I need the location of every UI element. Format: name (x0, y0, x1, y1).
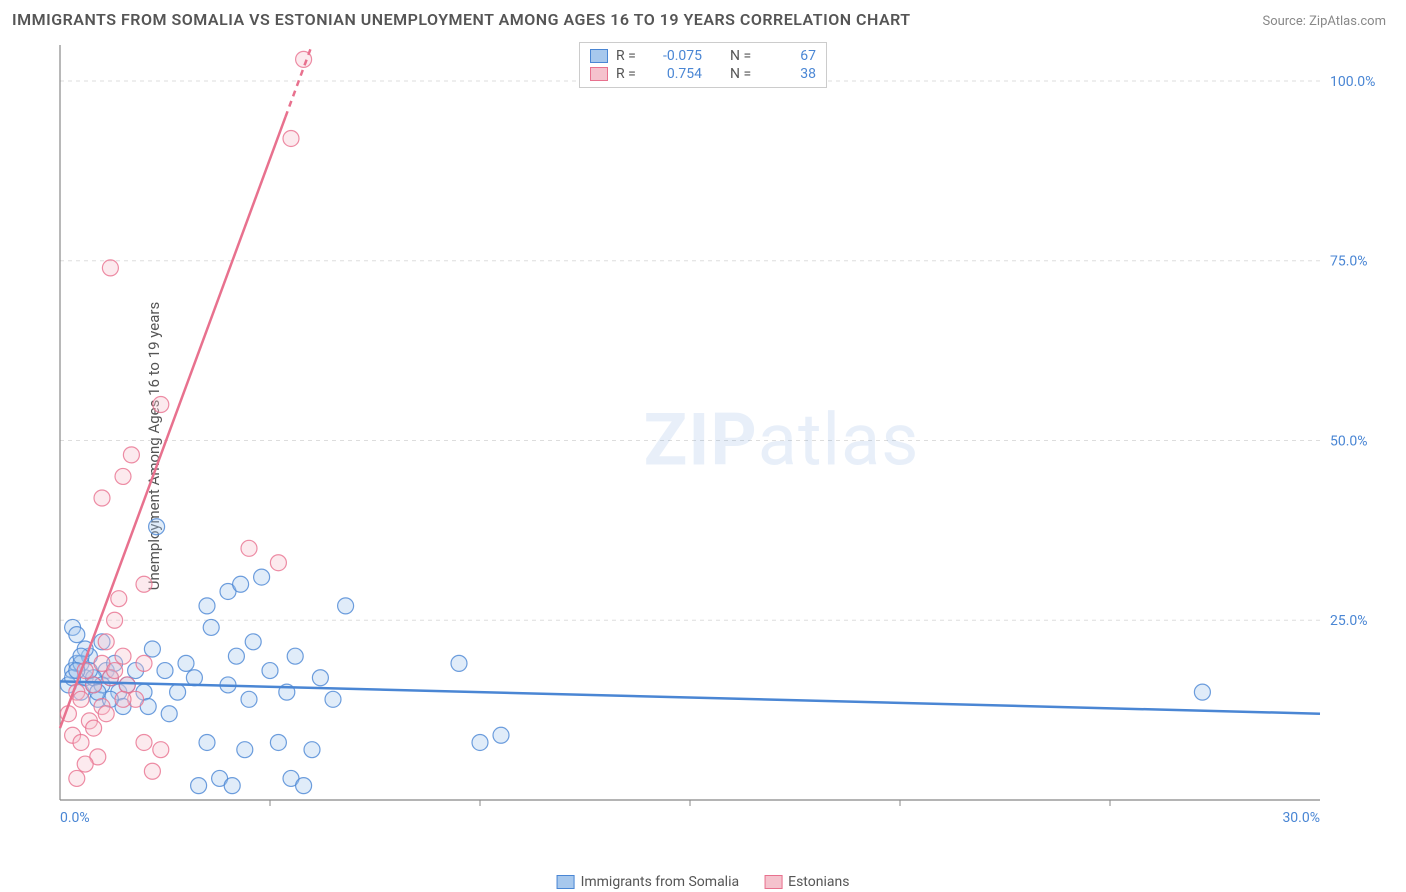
n-value: 38 (766, 66, 816, 82)
correlation-legend: R = -0.075 N = 67 R = 0.754 N = 38 (579, 42, 827, 88)
svg-text:30.0%: 30.0% (1282, 810, 1320, 826)
swatch-icon (590, 67, 608, 81)
swatch-icon (764, 875, 782, 889)
swatch-icon (557, 875, 575, 889)
swatch-icon (590, 49, 608, 63)
n-label: N = (730, 48, 758, 64)
legend-label: Estonians (788, 874, 849, 890)
n-value: 67 (766, 48, 816, 64)
svg-text:75.0%: 75.0% (1330, 254, 1368, 270)
n-label: N = (730, 66, 758, 82)
svg-text:25.0%: 25.0% (1330, 613, 1368, 629)
legend-item-somalia: Immigrants from Somalia (557, 874, 740, 890)
legend-label: Immigrants from Somalia (581, 874, 740, 890)
scatter-plot: 25.0% 50.0% 75.0% 100.0% 0.0% 30.0% (50, 40, 1380, 840)
r-label: R = (616, 48, 644, 64)
legend-row-somalia: R = -0.075 N = 67 (590, 47, 816, 65)
r-value: -0.075 (652, 48, 702, 64)
svg-text:100.0%: 100.0% (1330, 74, 1375, 90)
r-label: R = (616, 66, 644, 82)
r-value: 0.754 (652, 66, 702, 82)
series-legend: Immigrants from Somalia Estonians (557, 874, 850, 890)
chart-title: IMMIGRANTS FROM SOMALIA VS ESTONIAN UNEM… (12, 10, 911, 29)
chart-area: 25.0%50.0%75.0%100.0%0.0%30.0% ZIPatlas (50, 40, 1380, 840)
source-label: Source: ZipAtlas.com (1262, 14, 1386, 29)
svg-text:0.0%: 0.0% (60, 810, 90, 826)
legend-row-estonians: R = 0.754 N = 38 (590, 65, 816, 83)
legend-item-estonians: Estonians (764, 874, 849, 890)
svg-text:50.0%: 50.0% (1330, 433, 1368, 449)
